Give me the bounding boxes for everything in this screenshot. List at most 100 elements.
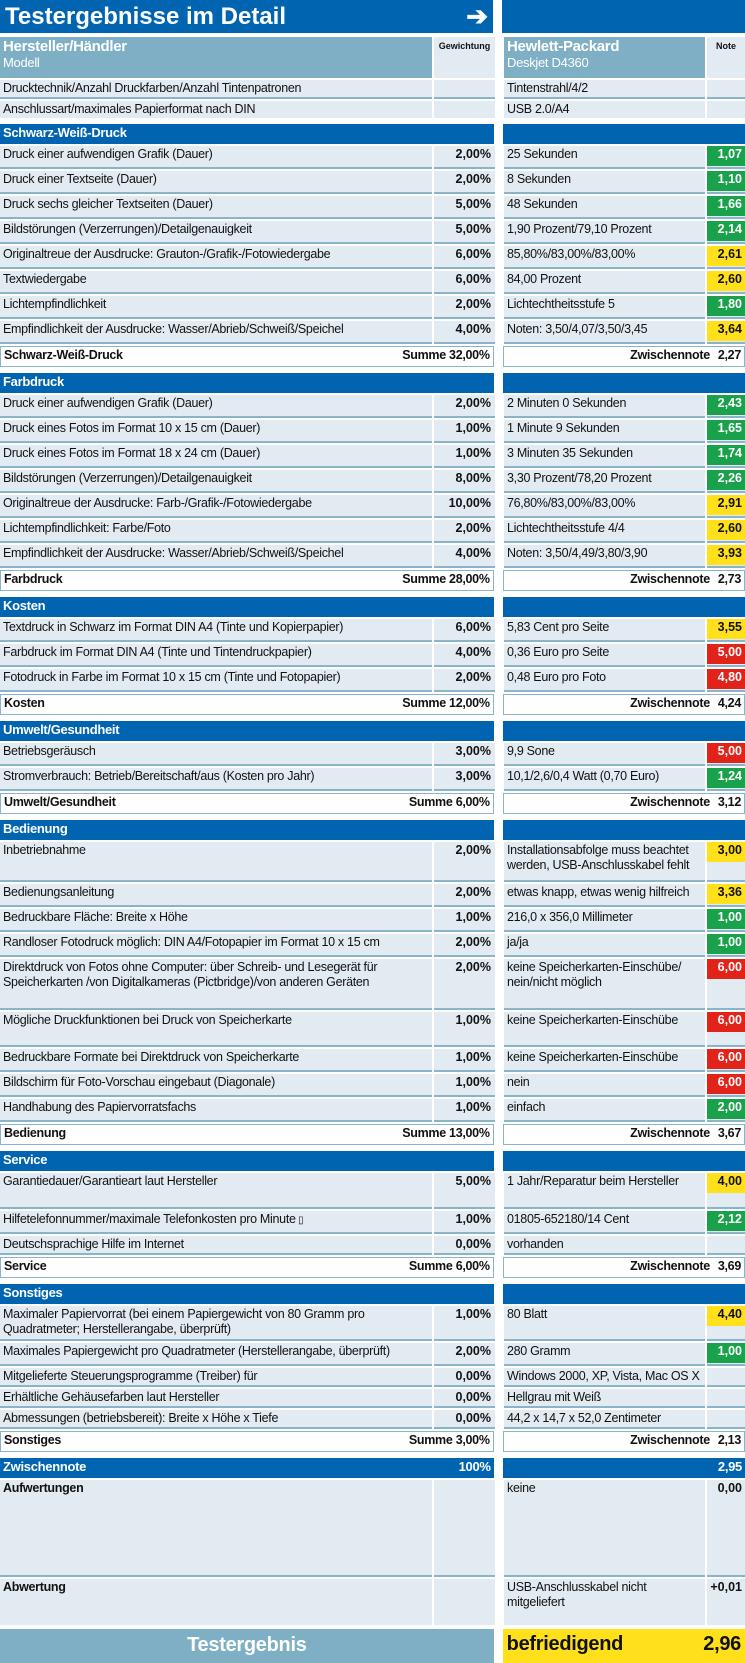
row-label: Bildstörungen (Verzerrungen)/Detailgenau… xyxy=(0,470,432,493)
table-row: Hilfetelefonnummer/maximale Telefonkoste… xyxy=(0,1211,745,1234)
table-header: Hersteller/Händler Modell Gewichtung Hewl… xyxy=(0,37,745,78)
section-sum-values: Summe 13,00% xyxy=(402,1126,490,1143)
sum-value: 32,00% xyxy=(449,348,490,362)
row-label: Lichtempfindlichkeit: Farbe/Foto xyxy=(0,520,432,543)
section-sum-title: Schwarz-Weiß-Druck xyxy=(4,348,123,362)
row-label-text: Bedienungsanleitung xyxy=(3,885,115,899)
row-weight: 0,00% xyxy=(434,1410,495,1429)
row-label-text: Druck einer aufwendigen Grafik (Dauer) xyxy=(3,147,213,161)
row-label-text: Betriebsgeräusch xyxy=(3,744,96,758)
section-sum: Kosten Summe 12,00% xyxy=(0,694,494,715)
row-weight: 8,00% xyxy=(434,470,495,493)
row-label-text: Bildstörungen (Verzerrungen)/Detailgenau… xyxy=(3,222,252,236)
row-weight xyxy=(434,80,495,99)
row-weight: 1,00% xyxy=(434,420,495,443)
section-title: Umwelt/Gesundheit xyxy=(0,721,494,741)
row-value: 0,48 Euro pro Foto xyxy=(504,669,705,692)
row-weight: 1,00% xyxy=(434,1306,495,1341)
section-sum-values: Summe 6,00% xyxy=(409,795,490,812)
table-row: Bedienungsanleitung 2,00% etwas knapp, etw… xyxy=(0,884,745,907)
row-label-text: Fotodruck in Farbe im Format 10 x 15 cm … xyxy=(3,670,341,684)
abwertung-label: Abwertung xyxy=(0,1579,432,1625)
section-summary: Farbdruck Summe 28,00% Zwischennote 2,73 xyxy=(0,570,745,591)
note-badge: 4,80 xyxy=(707,669,745,689)
table-row: Bildstörungen (Verzerrungen)/Detailgenau… xyxy=(0,221,745,244)
row-label: Bildstörungen (Verzerrungen)/Detailgenau… xyxy=(0,221,432,244)
row-label: Bildschirm für Foto-Vorschau eingebaut (… xyxy=(0,1074,432,1097)
sum-label: Summe xyxy=(402,572,446,586)
row-weight: 4,00% xyxy=(434,545,495,568)
section-summary: Bedienung Summe 13,00% Zwischennote 3,67 xyxy=(0,1124,745,1145)
section-subtotal: Zwischennote 3,12 xyxy=(502,793,745,814)
subtotal-value: 2,73 xyxy=(717,572,741,586)
row-value: 8 Sekunden xyxy=(504,171,705,194)
row-label-text: Bedruckbare Formate bei Direktdruck von … xyxy=(3,1050,300,1064)
row-value: keine Speicherkarten-Einschübe/ nein/nic… xyxy=(504,959,705,1010)
section-header-right xyxy=(502,124,745,144)
section-header-6: Sonstiges xyxy=(0,1284,745,1304)
row-label-text: Textdruck in Schwarz im Format DIN A4 (T… xyxy=(3,620,344,634)
sum-value: 3,00% xyxy=(455,1433,490,1447)
page-title: Testergebnisse im Detail xyxy=(5,2,286,30)
row-label: Bedruckbare Fläche: Breite x Höhe xyxy=(0,909,432,932)
row-note: 1,00 xyxy=(707,909,745,932)
row-value: 9,9 Sone xyxy=(504,743,705,766)
row-value: 44,2 x 14,7 x 52,0 Zentimeter xyxy=(504,1410,705,1429)
row-label-text: Empfindlichkeit der Ausdrucke: Wasser/Ab… xyxy=(3,546,344,560)
table-row: Druck sechs gleicher Textseiten (Dauer) 5… xyxy=(0,196,745,219)
table-row: Druck einer aufwendigen Grafik (Dauer) 2,… xyxy=(0,146,745,169)
row-label: Druck sechs gleicher Textseiten (Dauer) xyxy=(0,196,432,219)
table-row: Bedruckbare Fläche: Breite x Höhe 1,00% 21… xyxy=(0,909,745,932)
table-row: Erhältliche Gehäusefarben laut Herstelle… xyxy=(0,1389,745,1408)
row-label-text: Deutschsprachige Hilfe im Internet xyxy=(3,1237,184,1251)
row-note: 3,64 xyxy=(707,321,745,344)
row-label: Handhabung des Papiervorratsfachs xyxy=(0,1099,432,1122)
row-label-text: Druck sechs gleicher Textseiten (Dauer) xyxy=(3,197,213,211)
table-row: Anschlussart/maximales Papierformat nach… xyxy=(0,101,745,118)
row-note: 5,00 xyxy=(707,644,745,667)
manufacturer: Hewlett-Packard xyxy=(507,38,620,55)
subtotal-label: Zwischennote xyxy=(630,572,710,586)
row-weight: 3,00% xyxy=(434,768,495,791)
row-note: 6,00 xyxy=(707,1074,745,1097)
section-summary: Schwarz-Weiß-Druck Summe 32,00% Zwischenno… xyxy=(0,346,745,367)
table-row: Deutschsprachige Hilfe im Internet 0,00% v… xyxy=(0,1236,745,1255)
table-row: Empfindlichkeit der Ausdrucke: Wasser/Ab… xyxy=(0,545,745,568)
table-row: Lichtempfindlichkeit: Farbe/Foto 2,00% Lic… xyxy=(0,520,745,543)
section-title: Sonstiges xyxy=(0,1284,494,1304)
table-row: Textwiedergabe 6,00% 84,00 Prozent 2,60 xyxy=(0,271,745,294)
row-weight: 4,00% xyxy=(434,644,495,667)
subtotal-value: 4,24 xyxy=(717,696,741,710)
subtotal-value: 2,27 xyxy=(717,348,741,362)
row-value: 25 Sekunden xyxy=(504,146,705,169)
section-sum-title: Farbdruck xyxy=(4,572,63,586)
row-note: 4,40 xyxy=(707,1306,745,1341)
table-row: Lichtempfindlichkeit 2,00% Lichtechtheitss… xyxy=(0,296,745,319)
zwischennote-note: 2,95 xyxy=(502,1458,745,1478)
row-value: Noten: 3,50/4,07/3,50/3,45 xyxy=(504,321,705,344)
row-note: 1,00 xyxy=(707,934,745,957)
title-bar: Testergebnisse im Detail ➔ xyxy=(0,0,745,33)
row-label: Druck eines Fotos im Format 18 x 24 cm (… xyxy=(0,445,432,468)
section-sum-title: Service xyxy=(4,1259,47,1273)
row-value: Noten: 3,50/4,49/3,80/3,90 xyxy=(504,545,705,568)
row-label: Empfindlichkeit der Ausdrucke: Wasser/Ab… xyxy=(0,545,432,568)
section-summary: Kosten Summe 12,00% Zwischennote 4,24 xyxy=(0,694,745,715)
row-label-text: Stromverbrauch: Betrieb/Bereitschaft/aus… xyxy=(3,769,315,783)
table-row: Mitgelieferte Steuerungsprogramme (Treib… xyxy=(0,1368,745,1387)
row-weight: 3,00% xyxy=(434,743,495,766)
row-label: Drucktechnik/Anzahl Druckfarben/Anzahl T… xyxy=(0,80,432,99)
row-weight: 0,00% xyxy=(434,1389,495,1408)
section-header-2: Kosten xyxy=(0,597,745,617)
row-label: Hilfetelefonnummer/maximale Telefonkoste… xyxy=(0,1211,432,1234)
row-label-text: Bildstörungen (Verzerrungen)/Detailgenau… xyxy=(3,471,252,485)
row-note: 1,74 xyxy=(707,445,745,468)
section-sum: Sonstiges Summe 3,00% xyxy=(0,1431,494,1452)
row-note: 2,00 xyxy=(707,1099,745,1122)
row-label-text: Anschlussart/maximales Papierformat nach… xyxy=(3,102,256,116)
arrow-right-icon[interactable]: ➔ xyxy=(466,1,488,31)
sum-label: Summe xyxy=(408,795,453,809)
note-badge: 2,12 xyxy=(707,1211,745,1231)
note-badge: 1,00 xyxy=(707,1343,745,1363)
